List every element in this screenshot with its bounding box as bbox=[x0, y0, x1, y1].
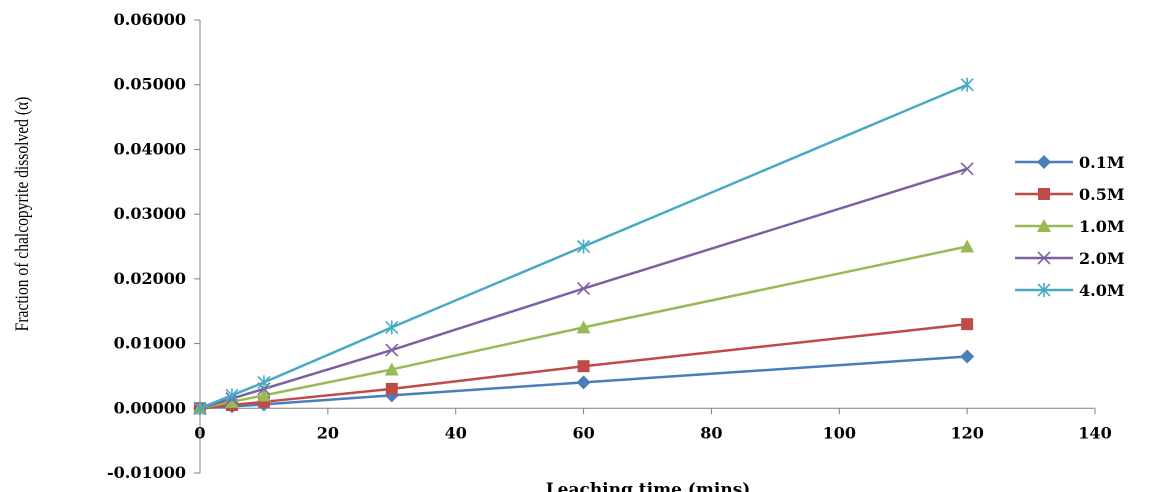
x-tick-label: 80 bbox=[700, 423, 722, 442]
data-point bbox=[385, 343, 399, 357]
data-point bbox=[256, 388, 271, 402]
data-point bbox=[193, 401, 207, 416]
data-point bbox=[385, 382, 398, 395]
y-tick-label: 0.03000 bbox=[114, 204, 186, 223]
legend-label: 4.0M bbox=[1079, 281, 1125, 300]
x-tick-label: 20 bbox=[317, 423, 339, 442]
data-point bbox=[577, 239, 591, 254]
data-point bbox=[577, 360, 590, 373]
series-4.0M bbox=[193, 77, 974, 416]
y-tick-label: 0.04000 bbox=[114, 139, 186, 158]
data-point bbox=[384, 362, 399, 376]
y-tick-label: 0.01000 bbox=[114, 334, 186, 353]
legend-label: 0.1M bbox=[1079, 153, 1125, 172]
data-point bbox=[385, 320, 399, 335]
series-line bbox=[199, 83, 968, 410]
y-tick-label: -0.01000 bbox=[107, 463, 186, 482]
legend-swatch-marker bbox=[1037, 155, 1051, 169]
x-tick-label: 0 bbox=[194, 423, 205, 442]
data-point bbox=[225, 388, 239, 403]
x-axis-title: Leaching time (mins) bbox=[546, 480, 751, 492]
data-point bbox=[576, 320, 591, 334]
series-0.1M bbox=[193, 349, 975, 416]
data-point bbox=[960, 77, 974, 92]
legend-item: 0.1M bbox=[1015, 153, 1125, 172]
data-point bbox=[257, 375, 271, 390]
legend-item: 0.5M bbox=[1015, 185, 1125, 204]
series-layer bbox=[193, 77, 975, 416]
x-tick-label: 40 bbox=[445, 423, 467, 442]
legend: 0.1M 0.5M 1.0M 2.0M 4.0M bbox=[1015, 153, 1125, 300]
y-tick-label: 0.06000 bbox=[114, 10, 186, 29]
legend-swatch-marker bbox=[1037, 251, 1051, 265]
x-tick-label: 100 bbox=[823, 423, 856, 442]
legend-item: 1.0M bbox=[1015, 217, 1125, 236]
data-point bbox=[960, 349, 975, 364]
data-point bbox=[961, 318, 974, 331]
y-tick-label: 0.00000 bbox=[114, 398, 186, 417]
legend-swatch-marker bbox=[1037, 283, 1051, 297]
x-tick-label: 60 bbox=[572, 423, 594, 442]
axes: -0.01000 0.00000 0.01000 0.02000 0.03000 0.04… bbox=[107, 10, 1112, 482]
y-tick-label: 0.02000 bbox=[114, 269, 186, 288]
x-tick-label: 140 bbox=[1078, 423, 1111, 442]
x-tick-label: 120 bbox=[950, 423, 983, 442]
legend-item: 2.0M bbox=[1015, 249, 1125, 268]
legend-swatch-marker bbox=[1038, 188, 1050, 200]
y-tick-label: 0.05000 bbox=[114, 75, 186, 94]
data-point bbox=[577, 281, 591, 296]
legend-label: 1.0M bbox=[1079, 217, 1125, 236]
legend-swatch-marker bbox=[1037, 219, 1051, 232]
legend-item: 4.0M bbox=[1015, 281, 1125, 300]
data-point bbox=[576, 375, 591, 390]
legend-label: 2.0M bbox=[1079, 249, 1125, 268]
legend-label: 0.5M bbox=[1079, 185, 1125, 204]
data-point bbox=[960, 239, 975, 253]
y-axis-title: Fraction of chalcopyrite dissolved (α) bbox=[12, 96, 33, 331]
data-point bbox=[960, 162, 974, 176]
